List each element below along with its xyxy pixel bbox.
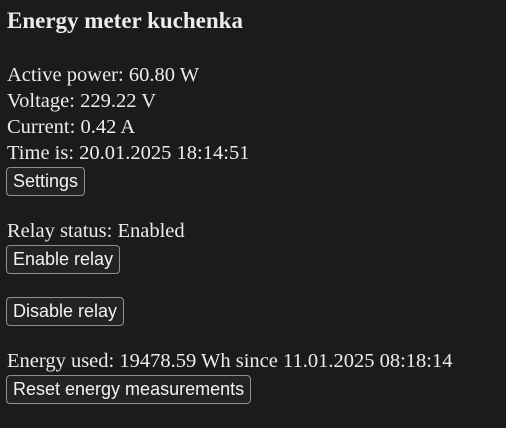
current-label: Current: — [7, 116, 76, 138]
active-power-value: 60.80 W — [128, 64, 200, 86]
relay-status-label: Relay status: — [7, 220, 113, 242]
energy-used-value: 19478.59 Wh — [119, 350, 231, 372]
settings-button[interactable]: Settings — [6, 167, 86, 196]
time-value: 20.01.2025 18:14:51 — [79, 142, 250, 164]
reset-energy-button[interactable]: Reset energy measurements — [6, 375, 252, 404]
current-line: Current: 0.42 A — [7, 114, 135, 140]
relay-status-line: Relay status: Enabled — [7, 218, 185, 244]
relay-status-value: Enabled — [117, 220, 185, 242]
disable-relay-button[interactable]: Disable relay — [6, 297, 125, 326]
energy-since-value: 11.01.2025 08:18:14 — [282, 350, 453, 372]
energy-since-label: since — [235, 350, 278, 372]
energy-used-label: Energy used: — [7, 350, 115, 372]
page-title: Energy meter kuchenka — [7, 8, 243, 33]
voltage-value: 229.22 V — [80, 90, 157, 112]
voltage-line: Voltage: 229.22 V — [7, 88, 156, 114]
voltage-label: Voltage: — [7, 90, 75, 112]
time-label: Time is: — [7, 142, 75, 164]
time-line: Time is: 20.01.2025 18:14:51 — [7, 140, 249, 166]
enable-relay-button[interactable]: Enable relay — [6, 245, 121, 274]
active-power-label: Active power: — [7, 64, 124, 86]
current-value: 0.42 A — [80, 116, 136, 138]
active-power-line: Active power: 60.80 W — [7, 62, 199, 88]
energy-used-line: Energy used: 19478.59 Wh since 11.01.202… — [7, 348, 452, 374]
